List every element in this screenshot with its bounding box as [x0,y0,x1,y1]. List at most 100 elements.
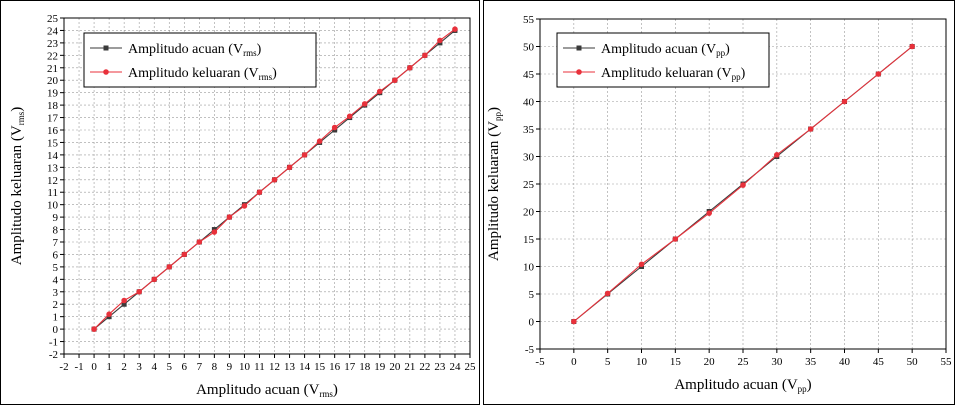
y-tick-label: 7 [53,237,59,249]
data-point-output [346,113,353,120]
x-axis-title: Amplitudo acuan (Vrms) [196,382,338,399]
data-point-output [151,276,158,283]
data-point-output [211,229,218,235]
y-tick-label: 13 [47,162,59,174]
data-point-output [392,77,398,84]
data-point-output [604,290,611,297]
y-tick-label: 17 [47,113,59,125]
data-point-output [571,318,577,325]
x-tick-label: 5 [167,361,173,373]
y-tick-label: -5 [525,344,535,356]
y-axis-title: Amplitudo keluaran (Vpp) [486,107,503,261]
plot-frame [63,17,471,355]
data-point-output [452,26,458,32]
data-point-reference [121,301,127,307]
x-tick-label: 1 [106,361,112,373]
y-tick-label: 15 [523,234,535,246]
y-tick-label: 19 [47,88,59,100]
y-tick-label: 18 [47,100,59,112]
pp-chart: -5 0 5 10 15 20 25 30 35 40 45 50 55 -5 0 5 10 15 20 25 30 35… [486,14,952,394]
data-point-output [226,214,233,220]
data-point-output [774,152,780,158]
x-tick-label: 13 [284,361,296,373]
y-tick-label: 10 [523,262,535,274]
x-tick-label: 2 [121,361,127,373]
y-tick-label: 10 [47,200,59,212]
data-point-output [286,164,293,171]
y-tick-label: 12 [47,175,58,187]
y-tick-label: 0 [53,324,59,336]
y-tick-label: 40 [523,97,535,109]
y-tick-label: 30 [523,152,535,164]
y-tick-label: 22 [47,50,58,62]
y-tick-label: 25 [47,13,59,25]
data-point-output [106,311,112,317]
x-tick-label: 24 [449,361,461,373]
data-point-output [271,176,278,183]
x-tick-label: 10 [239,361,251,373]
x-tick-label: 15 [670,356,682,368]
y-tick-label: 25 [523,179,535,191]
x-tick-label: -1 [74,361,83,373]
y-tick-label: 3 [53,287,59,299]
y-tick-label: 35 [523,124,535,136]
data-point-output [807,126,814,132]
legend: Amplitudo acuan (Vpp) Amplitudo keluaran … [556,32,770,88]
x-tick-label: 4 [151,361,157,373]
chart-panel-pp: -5 0 5 10 15 20 25 30 35 40 45 50 55 -5 0 5 10 15 20 25 30 35… [483,0,955,405]
x-tick-label: 0 [91,361,97,373]
data-point-output [91,326,97,332]
y-tick-label: -1 [49,337,58,349]
y-tick-label: 4 [53,274,59,286]
legend: Amplitudo acuan (Vrms) Amplitudo keluaran… [83,32,317,88]
y-tick-label: 0 [529,317,535,329]
x-tick-label: 22 [419,361,430,373]
x-tick-label: 30 [771,356,783,368]
y-tick-label: 1 [53,312,59,324]
legend-box [556,32,770,88]
x-tick-label: 20 [704,356,716,368]
y-tick-label: 24 [47,25,59,37]
data-point-output [422,52,428,59]
y-tick-label: 11 [47,187,58,199]
rms-chart: -2 -1 0 1 2 3 4 5 6 7 8 9 10 11 12 13 14 15 16 17 18 19 20 21 22… [9,13,477,399]
x-tick-label: 15 [314,361,326,373]
legend-box [83,32,317,88]
y-tick-label: 6 [53,249,59,261]
y-tick-label: 16 [47,125,59,137]
data-point-output [301,152,308,158]
x-tick-label: 23 [434,361,446,373]
data-point-output [316,138,323,144]
x-axis-title: Amplitudo acuan (Vpp) [674,377,811,394]
x-tick-label: 18 [359,361,371,373]
data-point-output [407,64,413,71]
data-point-output [841,98,848,105]
y-tick-label: 20 [523,207,535,219]
x-tick-label: 7 [197,361,203,373]
x-tick-label: 35 [805,356,817,368]
y-tick-label: 14 [47,150,59,162]
data-point-output [672,236,679,242]
data-point-output [241,203,248,209]
y-tick-label: 55 [523,14,535,26]
legend-entry-label: Amplitudo keluaran (Vpp) [601,66,746,82]
chart-panel-rms: -2 -1 0 1 2 3 4 5 6 7 8 9 10 11 12 13 14 15 16 17 18 19 20 21 22… [0,0,480,405]
data-point-output [196,239,203,245]
data-point-output [136,288,142,295]
data-point-output [181,251,188,258]
y-tick-label: 5 [53,262,59,274]
x-tick-label: 20 [389,361,401,373]
x-tick-label: 12 [269,361,280,373]
legend-swatch-marker [103,45,109,51]
x-tick-label: 14 [299,361,311,373]
y-tick-label: 23 [47,38,59,50]
x-tick-label: 8 [212,361,218,373]
y-tick-label: 5 [529,289,535,301]
legend-swatch-marker [103,69,109,75]
data-point-output [437,37,443,44]
x-tick-label: 11 [254,361,265,373]
x-tick-label: 25 [465,361,477,373]
data-point-output [256,189,263,196]
x-tick-label: -5 [535,356,545,368]
x-tick-label: 45 [873,356,885,368]
